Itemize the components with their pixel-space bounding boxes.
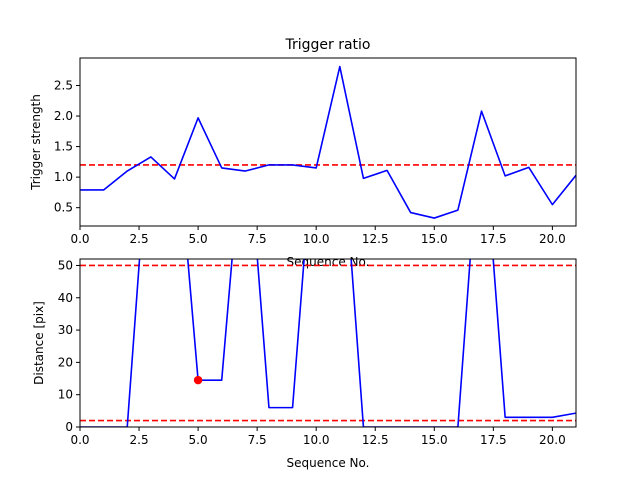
- trigger-ratio-subplot: Trigger ratio 0.0 2.5 5.0 7.5 10.0 12.5 15.0 17…: [29, 37, 577, 269]
- x-tick-label: 2.5: [130, 433, 149, 447]
- x-axis-label: Sequence No.: [287, 456, 370, 470]
- x-tick-label: 15.0: [421, 232, 448, 246]
- y-tick-label: 50: [58, 258, 73, 272]
- x-tick-label: 0.0: [70, 433, 89, 447]
- y-tick-label: 2.0: [54, 109, 73, 123]
- marker-group: [193, 375, 203, 385]
- x-tick-label: 0.0: [70, 232, 89, 246]
- series-group: [80, 259, 576, 427]
- x-tick-label: 17.5: [480, 232, 507, 246]
- x-axis-label: Sequence No.: [287, 255, 370, 269]
- x-ticks: 0.0 2.5 5.0 7.5 10.0 12.5 15.0 17.5 20.0: [70, 226, 566, 246]
- y-tick-label: 30: [58, 323, 73, 337]
- x-tick-label: 15.0: [421, 433, 448, 447]
- y-axis-label: Distance [pix]: [32, 301, 46, 385]
- y-tick-label: 40: [58, 291, 73, 305]
- x-tick-label: 7.5: [248, 232, 267, 246]
- y-ticks: 0.5 1.0 1.5 2.0 2.5: [54, 78, 80, 215]
- y-tick-label: 1.0: [54, 170, 73, 184]
- x-tick-label: 5.0: [189, 433, 208, 447]
- x-tick-label: 10.0: [303, 433, 330, 447]
- series-group: [80, 65, 576, 219]
- chart-title: Trigger ratio: [284, 37, 370, 53]
- y-tick-label: 1.5: [54, 140, 73, 154]
- plot-frame: [79, 57, 577, 227]
- x-tick-label: 7.5: [248, 433, 267, 447]
- x-tick-label: 20.0: [539, 433, 566, 447]
- x-ticks: 0.0 2.5 5.0 7.5 10.0 12.5 15.0 17.5 20.0: [70, 427, 566, 447]
- x-tick-label: 20.0: [539, 232, 566, 246]
- highlight-marker: [193, 375, 203, 385]
- y-tick-label: 10: [58, 388, 73, 402]
- series-line: [80, 259, 576, 427]
- distance-subplot: 0.0 2.5 5.0 7.5 10.0 12.5 15.0 17.5 20.0 0 10 20 30…: [32, 258, 577, 470]
- x-tick-label: 5.0: [189, 232, 208, 246]
- series-line: [80, 65, 576, 219]
- x-tick-label: 12.5: [362, 232, 389, 246]
- x-tick-label: 10.0: [303, 232, 330, 246]
- plot-frame: [79, 258, 577, 428]
- threshold-lines: [80, 264, 576, 422]
- y-tick-label: 0: [65, 420, 73, 434]
- x-tick-label: 2.5: [130, 232, 149, 246]
- x-tick-label: 12.5: [362, 433, 389, 447]
- x-tick-label: 17.5: [480, 433, 507, 447]
- y-axis-label: Trigger strength: [29, 94, 43, 191]
- y-tick-label: 2.5: [54, 78, 73, 92]
- y-ticks: 0 10 20 30 40 50: [58, 258, 80, 434]
- y-tick-label: 0.5: [54, 201, 73, 215]
- y-tick-label: 20: [58, 355, 73, 369]
